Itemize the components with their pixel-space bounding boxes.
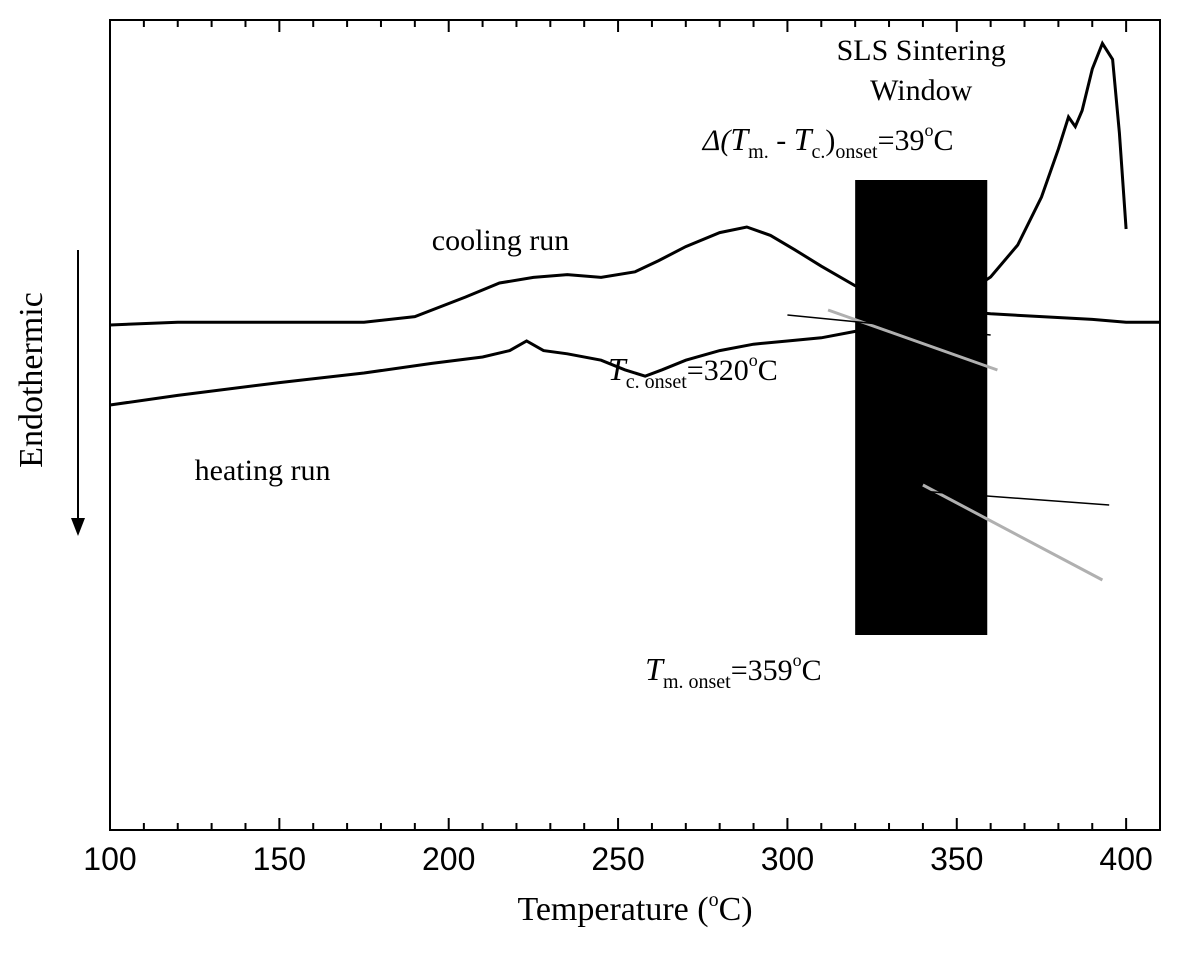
svg-text:250: 250 bbox=[591, 841, 644, 877]
x-axis-label: Temperature (oC) bbox=[517, 889, 752, 928]
dsc-chart: 100 150 200 250 300 350 400 Endothermic Temper… bbox=[0, 0, 1187, 956]
svg-text:400: 400 bbox=[1099, 841, 1152, 877]
cooling-run-curve bbox=[110, 227, 1160, 325]
x-axis-ticks: 100 150 200 250 300 350 400 bbox=[83, 20, 1160, 877]
cooling-run-label: cooling run bbox=[432, 224, 569, 257]
sintering-window-box bbox=[855, 180, 987, 635]
chart-svg: 100 150 200 250 300 350 400 Endothermic Temper… bbox=[0, 0, 1187, 956]
svg-text:150: 150 bbox=[253, 841, 306, 877]
sintering-window-title-1: SLS Sintering bbox=[837, 34, 1006, 67]
plot-border bbox=[110, 20, 1160, 830]
tc-onset-annotation: Tc. onset=320oC bbox=[608, 350, 778, 393]
y-axis-label: Endothermic bbox=[13, 292, 50, 468]
sintering-window-title-2: Window bbox=[870, 74, 972, 107]
svg-text:200: 200 bbox=[422, 841, 475, 877]
svg-text:100: 100 bbox=[83, 841, 136, 877]
heating-run-label: heating run bbox=[195, 454, 331, 487]
endothermic-arrow bbox=[71, 250, 85, 536]
svg-text:300: 300 bbox=[761, 841, 814, 877]
tm-onset-annotation: Tm. onset=359oC bbox=[645, 650, 822, 693]
delta-onset-annotation: Δ(Tm. - Tc.)onset=39oC bbox=[702, 120, 954, 163]
svg-text:350: 350 bbox=[930, 841, 983, 877]
